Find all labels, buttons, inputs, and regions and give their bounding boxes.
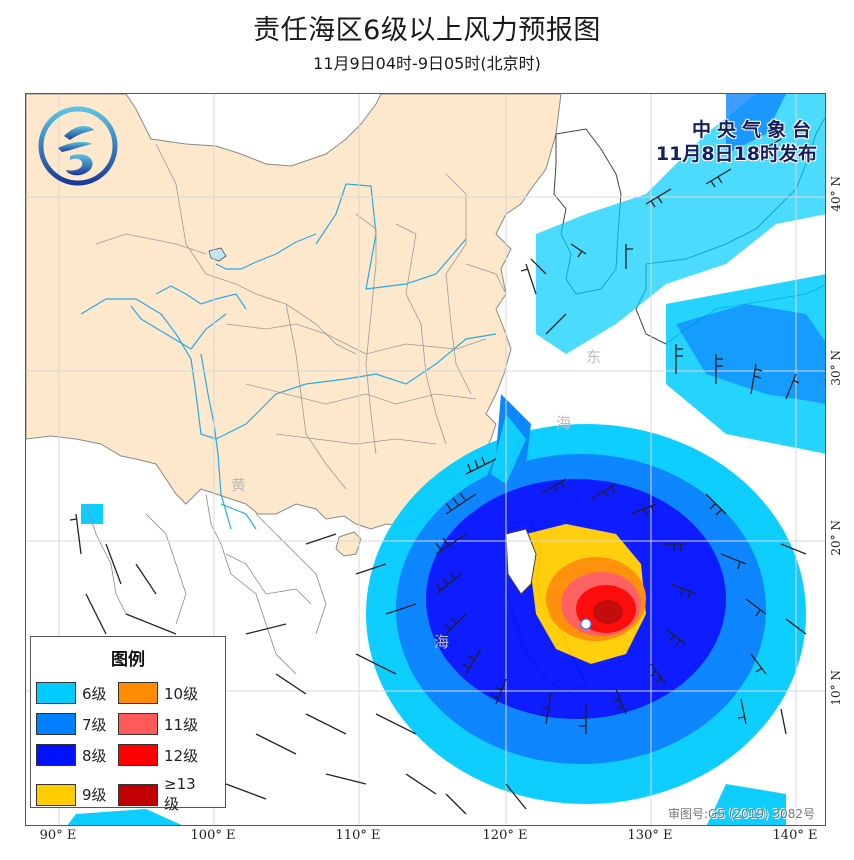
- lon-label-140e: 140° E: [772, 828, 818, 843]
- legend-label-9: 9级: [82, 786, 107, 804]
- legend-swatch-6: [36, 682, 76, 704]
- legend-label-10: 10级: [164, 684, 199, 703]
- hainan-island: [335, 531, 362, 557]
- legend-grid: 6级 10级 7级 11级 8级 12级 9级 ≥13级: [36, 682, 210, 814]
- lon-label-100e: 100° E: [190, 828, 236, 843]
- wind-barbs: [69, 138, 807, 815]
- lon-label-110e: 110° E: [335, 828, 381, 843]
- lon-label-130e: 130° E: [627, 828, 673, 843]
- legend-swatch-9: [36, 783, 76, 806]
- sea-label-east-china-sea-1: 东: [586, 348, 602, 366]
- legend-swatch-7: [36, 713, 76, 735]
- page-title: 责任海区6级以上风力预报图: [253, 15, 601, 46]
- legend-swatch-10: [118, 682, 158, 704]
- lat-label-20n: 20° N: [829, 520, 843, 556]
- sea-label-south-china-sea: 海: [434, 633, 450, 651]
- legend-label-6: 6级: [82, 684, 107, 703]
- cma-logo-icon: [38, 106, 118, 186]
- sea-label-east-china-sea-2: 海: [556, 414, 572, 432]
- legend-swatch-13: [118, 783, 158, 806]
- sea-label-bohai: 黄: [231, 476, 247, 494]
- wind-speed-shading: [67, 94, 825, 825]
- issuer-stamp: 中央气象台 11月8日18时发布: [656, 118, 817, 166]
- legend-title: 图例: [111, 650, 145, 670]
- lat-label-10n: 10° N: [829, 670, 843, 706]
- legend-label-7: 7级: [82, 715, 107, 734]
- lat-label-30n: 30° N: [829, 350, 843, 386]
- lat-label-40n: 40° N: [829, 176, 843, 212]
- legend-swatch-12: [118, 744, 158, 766]
- wind-forecast-map: 中央气象台 11月8日18时发布 黄 东 海 海 图例 6级 10级 7级 11…: [25, 93, 826, 826]
- qinghai-lake: [208, 247, 227, 262]
- legend-label-11: 11级: [164, 715, 199, 734]
- legend-label-8: 8级: [82, 746, 107, 765]
- legend-label-12: 12级: [164, 746, 199, 765]
- legend-label-13: ≥13级: [164, 775, 196, 813]
- province-borders: [95, 143, 507, 490]
- graticule: [26, 94, 825, 825]
- map-canvas: [26, 94, 825, 825]
- issue-time: 11月8日18时发布: [655, 143, 817, 165]
- legend-swatch-11: [118, 713, 158, 735]
- legend-panel: 图例 6级 10级 7级 11级 8级 12级 9级 ≥13级: [30, 636, 226, 813]
- forecast-time-range: 11月9日04时-9日05时(北京时): [313, 54, 541, 73]
- lon-label-90e: 90° E: [39, 828, 77, 843]
- map-approval-number: 审图号:GS (2019) 3082号: [667, 807, 815, 821]
- issuer-agency: 中央气象台: [691, 119, 817, 141]
- lon-label-120e: 120° E: [482, 828, 528, 843]
- country-borders: [85, 493, 327, 675]
- legend-swatch-8: [36, 744, 76, 766]
